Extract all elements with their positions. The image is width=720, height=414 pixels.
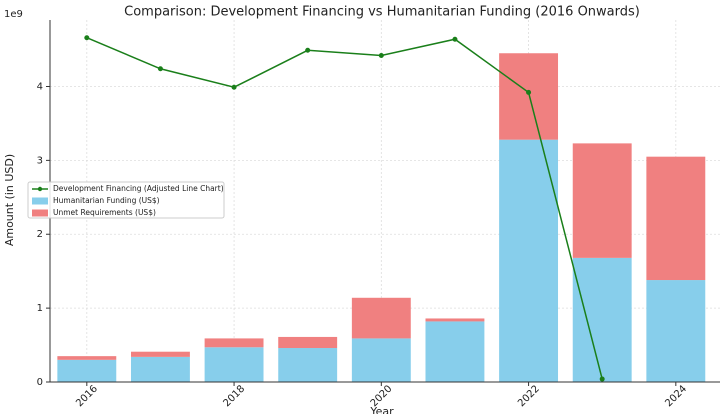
line-point [599,376,605,382]
legend-swatch [32,209,48,217]
bar [425,318,485,322]
bar [278,336,338,349]
bar [57,356,117,360]
bar [204,338,264,348]
y-offset-label: 1e9 [4,9,23,20]
bar [204,347,264,382]
bar [130,351,190,357]
x-axis-label: Year [369,405,394,414]
bar [646,280,706,382]
legend: Development Financing (Adjusted Line Cha… [27,181,225,219]
legend-box [27,181,225,219]
legend-swatch [32,197,48,205]
line-point [157,66,163,72]
legend-label: Unmet Requirements (US$) [53,208,156,217]
y-tick-label: 0 [37,377,43,388]
legend-swatch [37,186,43,192]
bar [278,348,338,382]
bar [57,359,117,382]
line-point [378,52,384,58]
bar [499,53,559,140]
line [86,37,603,380]
legend-label: Humanitarian Funding (US$) [53,196,160,205]
line-point [84,35,90,41]
bar [646,156,706,281]
bar [130,356,190,382]
legend-label: Development Financing (Adjusted Line Cha… [53,184,224,193]
line-point [231,84,237,90]
bar [572,143,632,258]
line-point [305,47,311,53]
bar [425,321,485,382]
bar [351,338,411,382]
bar [572,257,632,382]
y-tick-label: 4 [37,81,43,92]
bar [499,139,559,382]
y-tick-label: 3 [37,155,43,166]
chart-title: Comparison: Development Financing vs Hum… [124,5,640,20]
y-tick-label: 2 [37,229,43,240]
y-tick-label: 1 [37,303,43,314]
line-point [526,89,532,95]
line-point [452,36,458,42]
y-axis-label: Amount (in USD) [3,154,16,246]
bar [351,297,411,339]
